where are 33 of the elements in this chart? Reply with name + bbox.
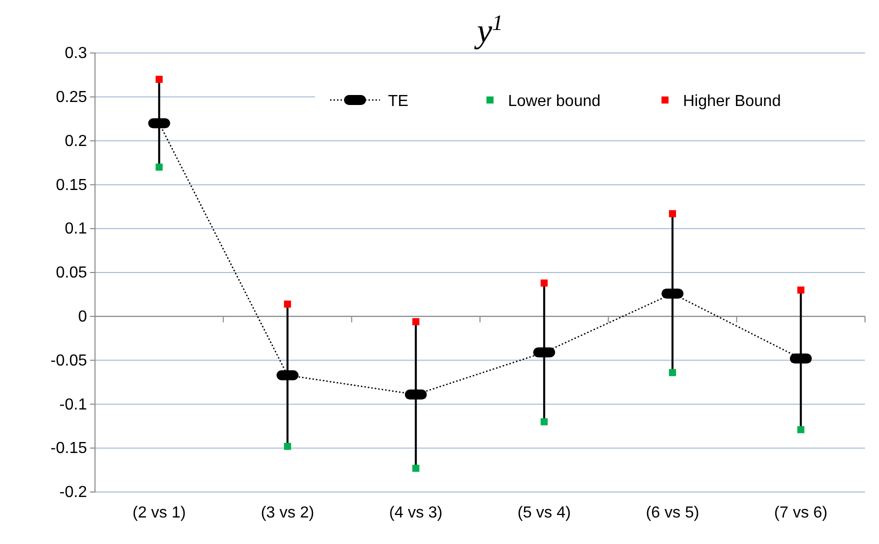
x-tick-label: (6 vs 5) bbox=[646, 504, 700, 522]
y-tick-label: -0.15 bbox=[50, 440, 88, 458]
y-tick-label: -0.2 bbox=[59, 484, 88, 502]
point bbox=[540, 418, 548, 426]
y-tick-label: -0.1 bbox=[59, 396, 88, 414]
x-tick-label: (3 vs 2) bbox=[260, 504, 314, 522]
point bbox=[156, 164, 163, 171]
x-tick-label: (2 vs 1) bbox=[132, 504, 186, 522]
point bbox=[412, 318, 420, 326]
legend-label: Higher Bound bbox=[683, 93, 781, 110]
y-tick-label: 0.25 bbox=[56, 89, 88, 106]
y-tick-label: 0.15 bbox=[56, 176, 88, 194]
x-tick-label: (5 vs 4) bbox=[517, 504, 571, 522]
y-tick-label: 0.05 bbox=[56, 264, 88, 282]
legend-label: Lower bound bbox=[508, 93, 601, 110]
point bbox=[668, 210, 676, 218]
y-tick-label: -0.05 bbox=[50, 352, 88, 370]
y-tick-label: 0.1 bbox=[64, 220, 88, 238]
point bbox=[412, 464, 420, 472]
y-tick-label: 0 bbox=[78, 308, 88, 326]
point bbox=[797, 286, 804, 294]
x-tick-label: (4 vs 3) bbox=[389, 504, 443, 522]
point bbox=[668, 369, 676, 376]
legend-label: TE bbox=[388, 93, 408, 110]
x-tick-label: (7 vs 6) bbox=[774, 504, 828, 522]
y-tick-label: 0.3 bbox=[64, 45, 88, 62]
point bbox=[284, 442, 292, 450]
chart-title: y$^{1}$ bbox=[474, 10, 504, 50]
point bbox=[540, 280, 548, 287]
y-tick-label: 0.2 bbox=[64, 132, 88, 150]
point bbox=[284, 300, 292, 308]
point bbox=[156, 76, 163, 83]
point bbox=[797, 426, 804, 434]
